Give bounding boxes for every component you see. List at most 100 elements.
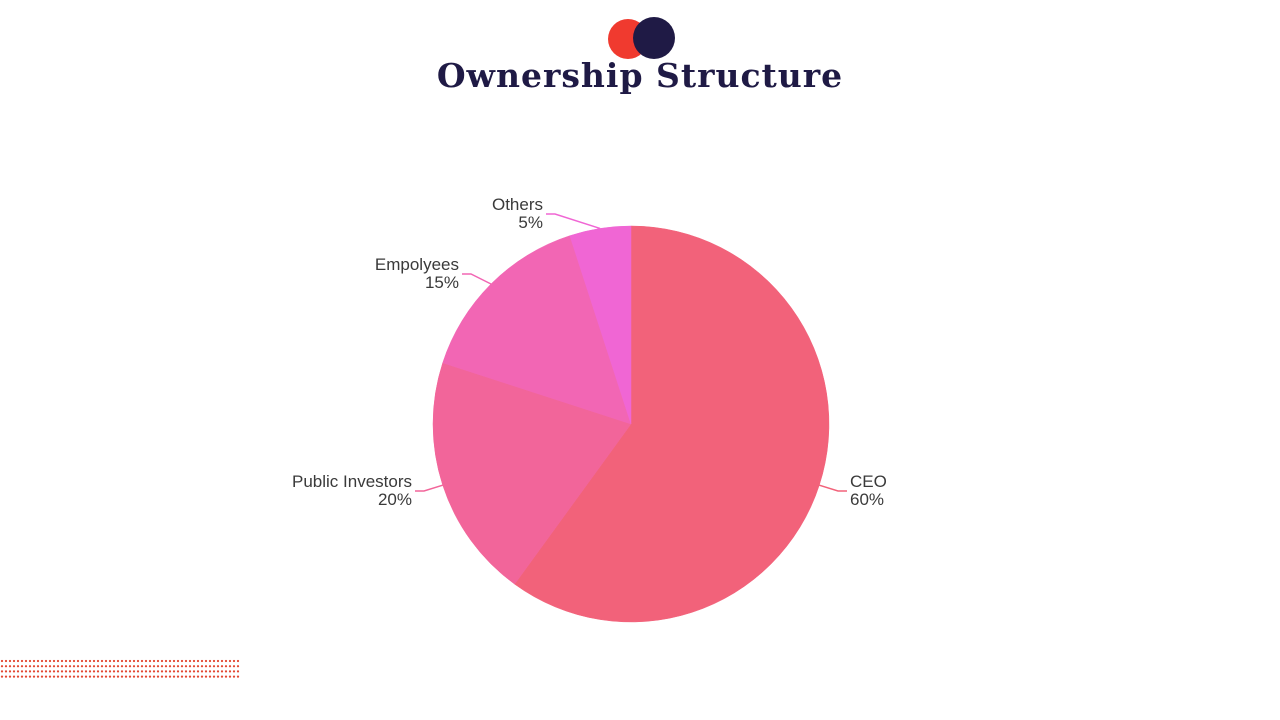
- decor-dot: [88, 670, 92, 673]
- decor-dot: [156, 659, 160, 663]
- decor-dot: [40, 659, 44, 663]
- decor-dot: [228, 665, 232, 668]
- decor-dot: [116, 665, 120, 668]
- decor-dot: [224, 670, 228, 673]
- decor-dot: [48, 675, 52, 678]
- decor-dot: [108, 670, 112, 673]
- decor-dot: [48, 665, 52, 668]
- slice-value-empolyees: 15%: [425, 273, 459, 292]
- decor-dot: [144, 665, 148, 668]
- decor-dot: [156, 675, 160, 678]
- decor-dot: [68, 659, 72, 663]
- decor-dot: [132, 670, 136, 673]
- decor-dot: [12, 665, 16, 668]
- slice-value-public-investors: 20%: [378, 490, 412, 509]
- decor-dot: [56, 665, 60, 668]
- decor-dot: [168, 675, 172, 678]
- decor-dot: [184, 675, 188, 678]
- decor-dot: [32, 670, 36, 673]
- decor-dot: [60, 665, 64, 668]
- decor-dot: [224, 665, 228, 668]
- decor-dot: [24, 675, 28, 678]
- decor-dot: [72, 670, 76, 673]
- decor-dot: [36, 665, 40, 668]
- decor-dot: [40, 670, 44, 673]
- decor-dot: [16, 659, 20, 663]
- leader-line-empolyees: [462, 273, 492, 285]
- decor-dot: [36, 670, 40, 673]
- decor-dot: [140, 675, 144, 678]
- slice-value-ceo: 60%: [850, 490, 884, 509]
- decor-dot: [212, 670, 216, 673]
- decor-dot: [8, 675, 12, 678]
- decor-dot: [164, 675, 168, 678]
- decor-dot: [172, 665, 176, 668]
- decor-dot: [104, 670, 108, 673]
- decor-dot: [220, 665, 224, 668]
- decor-dot: [216, 670, 220, 673]
- decor-dot: [36, 659, 40, 663]
- decor-dot: [24, 670, 28, 673]
- decor-dot: [172, 675, 176, 678]
- decor-dot: [24, 659, 28, 663]
- decor-dot: [208, 659, 212, 663]
- decor-dot: [52, 659, 56, 663]
- decor-dot: [40, 665, 44, 668]
- decor-dot: [4, 675, 8, 678]
- decor-dot: [196, 675, 200, 678]
- decor-dot: [200, 665, 204, 668]
- decor-dot: [60, 659, 64, 663]
- decor-dot: [84, 670, 88, 673]
- decor-dot: [220, 670, 224, 673]
- decor-dot: [236, 670, 240, 673]
- decor-dot: [8, 665, 12, 668]
- decor-dot: [28, 675, 32, 678]
- decor-dot: [196, 670, 200, 673]
- decor-dot: [44, 670, 48, 673]
- decor-dot: [64, 675, 68, 678]
- decor-dot: [28, 670, 32, 673]
- decor-dot: [60, 670, 64, 673]
- decor-dot: [216, 675, 220, 678]
- decor-dot: [176, 675, 180, 678]
- decor-dot: [100, 670, 104, 673]
- decor-dot: [184, 659, 188, 663]
- decor-dot: [188, 675, 192, 678]
- decor-dot: [192, 675, 196, 678]
- decor-dot: [76, 659, 80, 663]
- decor-dot: [160, 670, 164, 673]
- decor-dot: [144, 670, 148, 673]
- decor-dot: [88, 659, 92, 663]
- decor-dot: [108, 675, 112, 678]
- decor-dot: [232, 670, 236, 673]
- decor-dot: [28, 659, 32, 663]
- decor-dot: [212, 665, 216, 668]
- decor-dot: [52, 665, 56, 668]
- decor-dot: [44, 675, 48, 678]
- decor-dot: [148, 670, 152, 673]
- decor-dot: [232, 675, 236, 678]
- decor-dot: [176, 659, 180, 663]
- decor-dot: [108, 659, 112, 663]
- decor-dot: [196, 665, 200, 668]
- decor-dot: [140, 665, 144, 668]
- decor-dot: [100, 675, 104, 678]
- decor-dot: [228, 659, 232, 663]
- decor-dot: [92, 675, 96, 678]
- decor-dot: [72, 659, 76, 663]
- decor-dot: [164, 670, 168, 673]
- decor-dot: [164, 659, 168, 663]
- decor-dot: [204, 665, 208, 668]
- decor-dot: [60, 675, 64, 678]
- decor-dot: [224, 675, 228, 678]
- decor-dot: [208, 670, 212, 673]
- decor-dot: [12, 675, 16, 678]
- slice-label-ceo: CEO: [850, 472, 887, 491]
- decor-dot: [16, 665, 20, 668]
- decor-dot: [116, 670, 120, 673]
- decor-dot: [44, 659, 48, 663]
- decor-dot: [84, 665, 88, 668]
- decor-dot: [200, 675, 204, 678]
- decor-dot: [176, 670, 180, 673]
